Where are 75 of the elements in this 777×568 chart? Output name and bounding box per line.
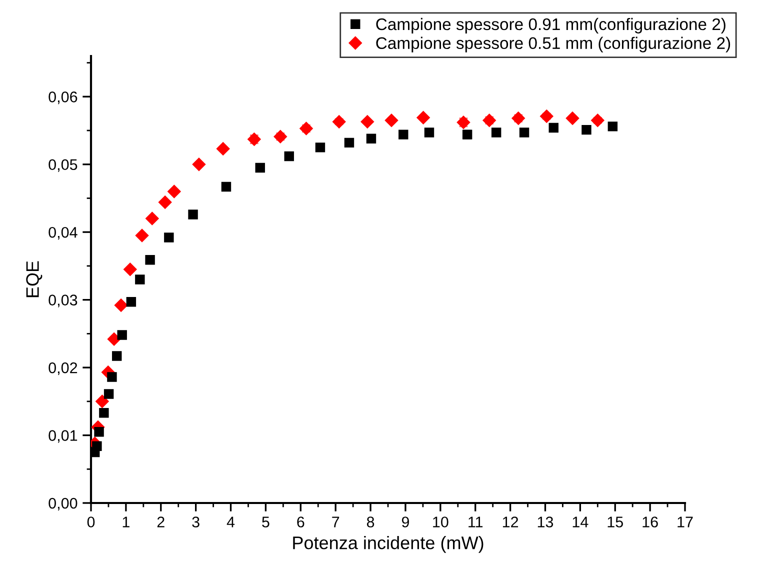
y-tick-label: 0,06 — [48, 92, 78, 104]
y-tick-label: 0,02 — [48, 362, 78, 376]
point — [221, 182, 232, 192]
x-tick-label: 15 — [608, 516, 623, 528]
y-tick-label: 0,04 — [48, 226, 78, 240]
point — [117, 330, 127, 340]
point — [332, 115, 346, 128]
x-tick-label: 13 — [538, 516, 554, 528]
x-tick-label: 1 — [122, 516, 130, 528]
point — [104, 389, 114, 399]
point — [135, 228, 149, 242]
point — [145, 255, 155, 265]
point — [135, 274, 145, 284]
x-tick-label: 0 — [87, 516, 95, 528]
point — [94, 427, 104, 437]
point — [491, 128, 502, 138]
x-tick-label: 8 — [366, 516, 374, 528]
x-tick-label: 11 — [468, 516, 483, 528]
x-tick-label: 17 — [678, 516, 693, 528]
x-tick-label: 3 — [192, 516, 200, 528]
x-tick-label: 14 — [572, 516, 588, 528]
point — [192, 158, 206, 171]
point — [216, 142, 230, 156]
point — [566, 112, 580, 125]
point — [384, 114, 398, 127]
x-tick-label: 12 — [502, 516, 518, 528]
point — [540, 110, 554, 123]
x-tick-label: 9 — [402, 516, 409, 528]
point — [344, 138, 354, 148]
point — [255, 162, 265, 173]
point — [158, 196, 172, 209]
point — [608, 122, 618, 132]
x-tick-label: 5 — [262, 516, 270, 528]
y-tick-label: 0,00 — [48, 498, 78, 510]
point — [96, 394, 109, 408]
x-tick-label: 6 — [297, 516, 304, 528]
point — [99, 408, 109, 418]
x-tick-label: 2 — [157, 516, 164, 528]
point — [300, 122, 313, 136]
x-axis-title: Potenza incidente (mW) — [293, 536, 484, 553]
point — [146, 212, 159, 226]
point — [274, 130, 287, 144]
point — [512, 112, 525, 125]
x-tick-label: 16 — [642, 516, 658, 528]
point — [284, 151, 294, 162]
point — [112, 351, 122, 361]
point — [107, 372, 117, 382]
point — [424, 128, 434, 138]
point — [398, 130, 408, 140]
point — [164, 232, 174, 242]
y-tick-label: 0,03 — [48, 294, 78, 308]
point — [366, 134, 376, 144]
x-tick-label: 4 — [226, 516, 235, 528]
point — [124, 262, 137, 276]
point — [482, 114, 496, 127]
point — [92, 441, 102, 451]
legend-label: Campione spessore 0.91 mm(configurazione 2) — [376, 18, 726, 34]
point — [360, 115, 374, 128]
point — [114, 298, 128, 312]
y-axis-title: EQE — [26, 261, 42, 298]
point — [168, 184, 181, 198]
point — [582, 124, 592, 135]
point — [126, 296, 136, 307]
x-tick-label: 7 — [332, 516, 340, 528]
x-tick-label: 10 — [433, 516, 448, 528]
point — [519, 128, 530, 138]
y-tick-label: 0,01 — [48, 430, 78, 443]
point — [591, 114, 604, 127]
y-tick-label: 0,05 — [48, 159, 78, 172]
point — [315, 142, 326, 152]
legend-label: Campione spessore 0.51 mm (configurazione 2) — [376, 36, 730, 52]
point — [188, 210, 198, 220]
point — [107, 332, 121, 346]
point — [548, 122, 558, 133]
point — [416, 111, 430, 124]
